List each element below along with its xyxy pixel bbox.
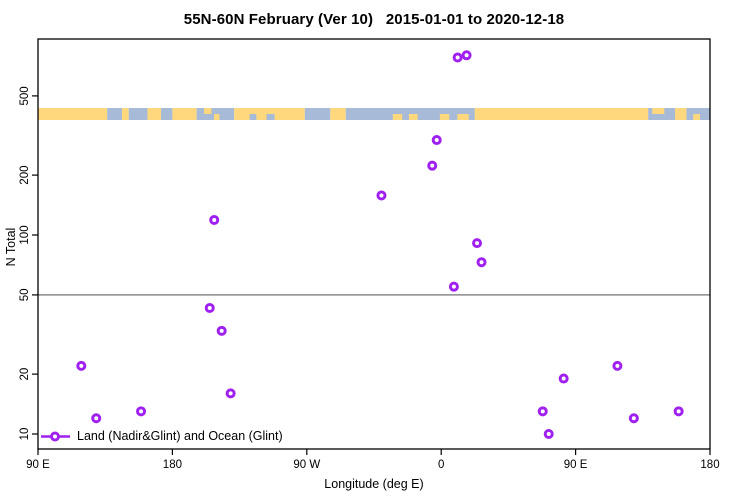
data-point: [216, 325, 227, 336]
data-point: [558, 373, 569, 384]
map-strip-land-segment: [693, 114, 700, 120]
plot-border: [37, 38, 711, 450]
map-strip-land-segment: [457, 114, 469, 120]
map-strip-ocean-segment: [304, 108, 331, 120]
legend-marker-icon: [41, 431, 70, 441]
y-tick-label: 10: [19, 428, 31, 441]
x-tick-label: 0: [438, 459, 444, 471]
y-tick-label: 200: [19, 166, 31, 185]
map-strip-land-segment: [203, 108, 212, 114]
y-tick-label: 20: [19, 368, 31, 381]
y-tick-label: 500: [19, 86, 31, 105]
map-strip-land-segment: [439, 114, 450, 120]
y-axis-label: N Total: [4, 227, 18, 267]
map-strip-land-segment: [122, 108, 129, 120]
data-point: [136, 406, 147, 417]
x-tick-label: 90 E: [26, 459, 50, 471]
data-point: [543, 429, 554, 439]
map-strip-ocean-segment: [249, 114, 257, 120]
x-tick-label: 180: [700, 459, 719, 471]
data-point: [537, 406, 548, 417]
data-point: [612, 360, 623, 371]
data-point: [628, 413, 639, 424]
y-tick-label: 50: [19, 289, 31, 302]
data-point: [225, 388, 236, 399]
x-axis-label: Longitude (deg E): [324, 477, 424, 491]
data-point: [427, 160, 438, 171]
map-strip-ocean-segment: [266, 114, 275, 120]
data-point: [76, 360, 87, 371]
map-strip-land-segment: [38, 108, 108, 120]
map-strip-land-segment: [330, 108, 346, 120]
data-point: [91, 413, 102, 424]
data-point: [376, 190, 387, 201]
data-point: [431, 135, 442, 146]
data-point: [204, 302, 215, 313]
legend: Land (Nadir&Glint) and Ocean (Glint): [40, 428, 283, 444]
map-strip-land-segment: [675, 108, 687, 120]
map-strip-land-segment: [652, 108, 665, 114]
legend-label: Land (Nadir&Glint) and Ocean (Glint): [77, 429, 283, 443]
map-strip-ocean-segment: [128, 108, 148, 120]
x-tick-label: 90 W: [293, 459, 320, 471]
map-strip-land-segment: [172, 108, 197, 120]
map-strip-land-segment: [214, 114, 220, 120]
y-tick-label: 100: [19, 225, 31, 244]
data-point: [476, 257, 487, 268]
map-strip-land-segment: [147, 108, 161, 120]
data-point: [452, 52, 463, 63]
x-tick-label: 90 E: [564, 459, 588, 471]
map-strip-land-segment: [392, 114, 403, 120]
map-strip-ocean-segment: [107, 108, 122, 120]
data-point: [461, 50, 472, 61]
chart-title: 55N-60N February (Ver 10) 2015-01-01 to …: [183, 11, 565, 28]
map-strip-land-segment: [408, 114, 418, 120]
data-point: [448, 281, 459, 292]
data-point: [472, 238, 483, 249]
map-strip-ocean-segment: [160, 108, 173, 120]
data-point: [209, 214, 220, 225]
map-strip-land-segment: [474, 108, 649, 120]
data-point: [673, 406, 684, 417]
x-tick-label: 180: [163, 459, 182, 471]
